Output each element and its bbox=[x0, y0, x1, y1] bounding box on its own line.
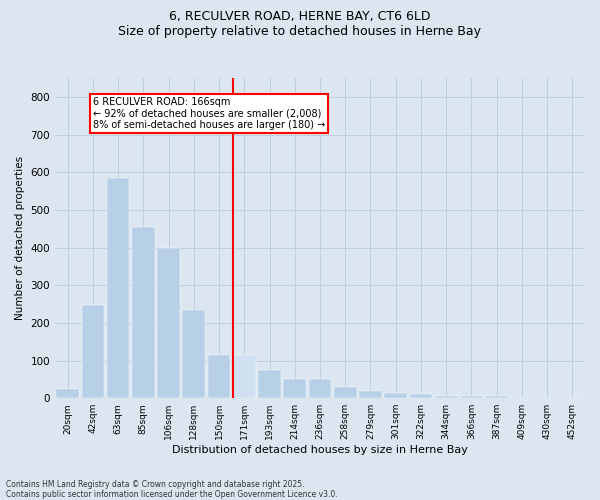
Bar bbox=[233, 355, 256, 398]
Bar bbox=[107, 178, 130, 398]
Bar bbox=[511, 397, 533, 398]
Bar bbox=[182, 310, 205, 398]
Bar bbox=[208, 355, 230, 398]
X-axis label: Distribution of detached houses by size in Herne Bay: Distribution of detached houses by size … bbox=[172, 445, 468, 455]
Bar bbox=[283, 380, 306, 398]
Text: 6, RECULVER ROAD, HERNE BAY, CT6 6LD
Size of property relative to detached house: 6, RECULVER ROAD, HERNE BAY, CT6 6LD Siz… bbox=[119, 10, 482, 38]
Bar bbox=[132, 227, 155, 398]
Bar bbox=[359, 390, 382, 398]
Bar bbox=[410, 394, 433, 398]
Bar bbox=[485, 396, 508, 398]
Bar bbox=[157, 248, 180, 398]
Bar bbox=[258, 370, 281, 398]
Bar bbox=[460, 396, 483, 398]
Y-axis label: Number of detached properties: Number of detached properties bbox=[15, 156, 25, 320]
Bar bbox=[308, 380, 331, 398]
Bar bbox=[435, 396, 458, 398]
Text: Contains HM Land Registry data © Crown copyright and database right 2025.
Contai: Contains HM Land Registry data © Crown c… bbox=[6, 480, 338, 499]
Bar bbox=[334, 387, 356, 398]
Bar bbox=[536, 397, 559, 398]
Bar bbox=[56, 389, 79, 398]
Text: 6 RECULVER ROAD: 166sqm
← 92% of detached houses are smaller (2,008)
8% of semi-: 6 RECULVER ROAD: 166sqm ← 92% of detache… bbox=[93, 97, 325, 130]
Bar bbox=[82, 305, 104, 398]
Bar bbox=[385, 392, 407, 398]
